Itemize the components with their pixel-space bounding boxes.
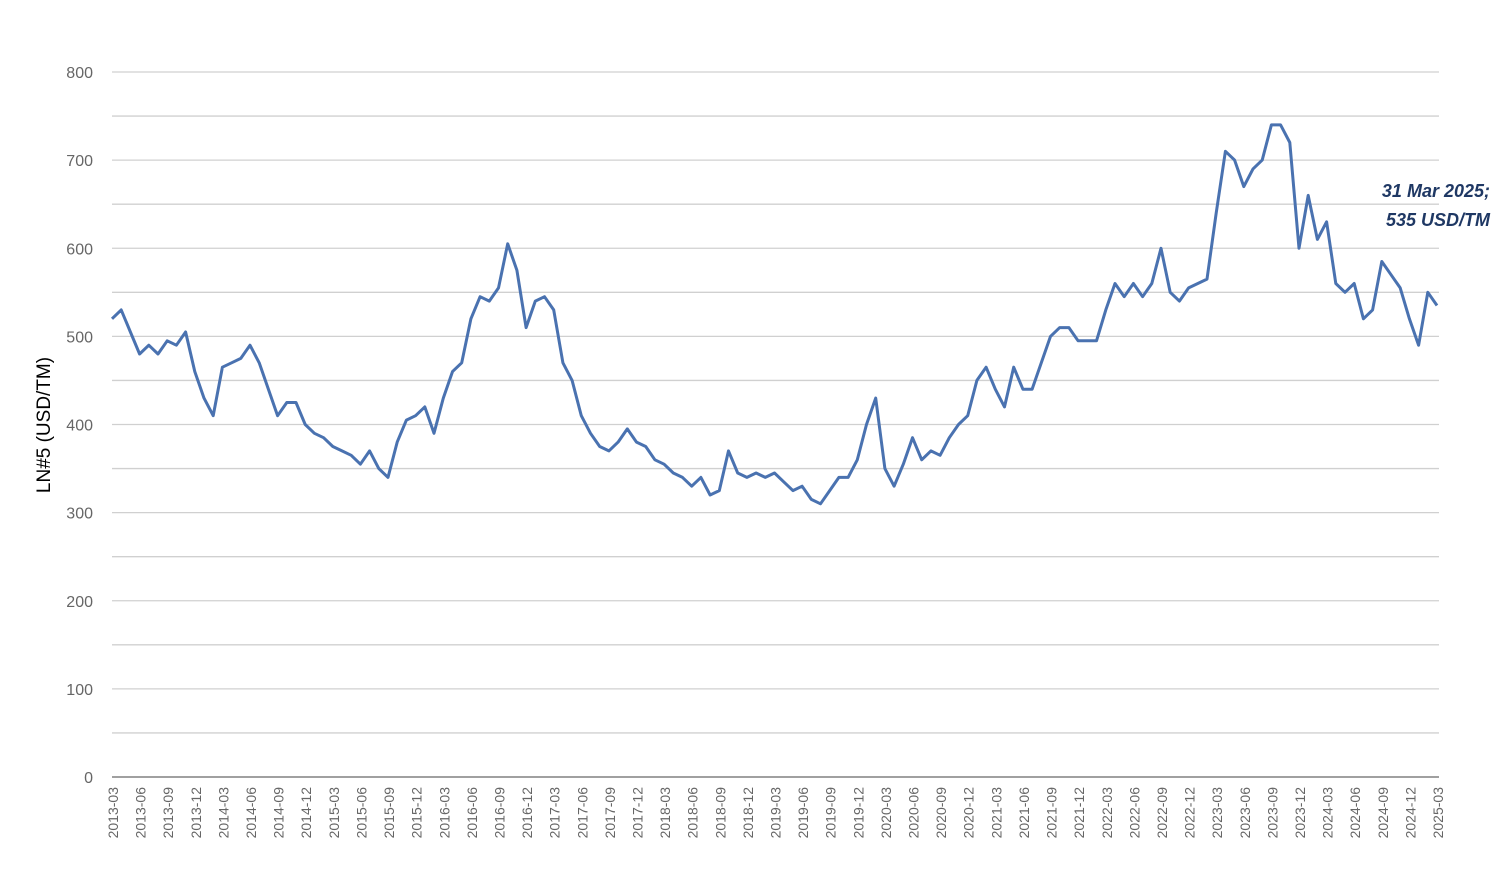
y-tick-label: 600 [66, 241, 93, 258]
x-tick-label: 2016-06 [464, 787, 480, 839]
x-tick-label: 2021-03 [988, 787, 1004, 839]
x-tick-label: 2016-03 [436, 787, 452, 839]
y-tick-label: 800 [66, 65, 93, 82]
x-tick-label: 2017-12 [629, 787, 645, 839]
x-tick-label: 2017-03 [547, 787, 563, 839]
x-tick-label: 2018-09 [712, 787, 728, 839]
x-tick-label: 2024-12 [1402, 787, 1418, 839]
x-tick-label: 2023-06 [1237, 787, 1253, 839]
x-tick-label: 2014-09 [271, 787, 287, 839]
x-tick-label: 2024-06 [1347, 787, 1363, 839]
y-tick-label: 500 [66, 329, 93, 346]
x-tick-label: 2018-12 [740, 787, 756, 839]
x-tick-label: 2014-12 [298, 787, 314, 839]
x-tick-label: 2019-09 [823, 787, 839, 839]
x-tick-label: 2020-03 [878, 787, 894, 839]
y-tick-label: 200 [66, 594, 93, 611]
x-tick-label: 2023-03 [1209, 787, 1225, 839]
x-tick-label: 2014-03 [215, 787, 231, 839]
x-tick-label: 2019-03 [768, 787, 784, 839]
x-tick-label: 2022-06 [1126, 787, 1142, 839]
y-tick-label: 0 [84, 770, 93, 787]
x-tick-label: 2018-03 [657, 787, 673, 839]
x-tick-label: 2016-09 [491, 787, 507, 839]
x-tick-label: 2017-06 [574, 787, 590, 839]
x-tick-label: 2019-12 [850, 787, 866, 839]
x-tick-label: 2017-09 [602, 787, 618, 839]
x-tick-label: 2024-03 [1320, 787, 1336, 839]
x-tick-label: 2021-09 [1044, 787, 1060, 839]
x-tick-label: 2024-09 [1375, 787, 1391, 839]
x-tick-labels: 2013-03 2013-06 2013-09 2013-12 2014-03 2014-… [105, 787, 1446, 839]
x-tick-label: 2022-09 [1154, 787, 1170, 839]
y-tick-labels: 0 100 200 300 400 500 600 700 800 [66, 65, 93, 787]
x-tick-label: 2023-09 [1264, 787, 1280, 839]
y-tick-label: 300 [66, 506, 93, 523]
x-tick-label: 2021-12 [1071, 787, 1087, 839]
x-tick-label: 2022-12 [1182, 787, 1198, 839]
x-tick-label: 2013-03 [105, 787, 121, 839]
x-tick-label: 2021-06 [1016, 787, 1032, 839]
x-tick-label: 2015-06 [353, 787, 369, 839]
y-tick-label: 100 [66, 682, 93, 699]
x-tick-label: 2019-06 [795, 787, 811, 839]
x-tick-label: 2013-06 [133, 787, 149, 839]
x-tick-label: 2015-03 [326, 787, 342, 839]
annotation-line2: 535 USD/TM [1386, 210, 1491, 230]
x-tick-label: 2022-03 [1099, 787, 1115, 839]
x-tick-label: 2013-09 [160, 787, 176, 839]
x-tick-label: 2016-12 [519, 787, 535, 839]
annotation-line1: 31 Mar 2025; [1382, 181, 1490, 201]
y-tick-label: 700 [66, 153, 93, 170]
series-line [110, 123, 1439, 506]
x-tick-label: 2013-12 [188, 787, 204, 839]
x-tick-label: 2023-12 [1292, 787, 1308, 839]
x-tick-label: 2014-06 [243, 787, 259, 839]
y-tick-label: 400 [66, 418, 93, 435]
y-axis-label: LN#5 (USD/TM) [34, 357, 55, 493]
x-tick-label: 2015-12 [409, 787, 425, 839]
x-tick-label: 2020-06 [906, 787, 922, 839]
x-tick-label: 2025-03 [1430, 787, 1446, 839]
x-tick-label: 2020-12 [961, 787, 977, 839]
x-tick-label: 2015-09 [381, 787, 397, 839]
x-tick-label: 2018-06 [685, 787, 701, 839]
x-tick-label: 2020-09 [933, 787, 949, 839]
